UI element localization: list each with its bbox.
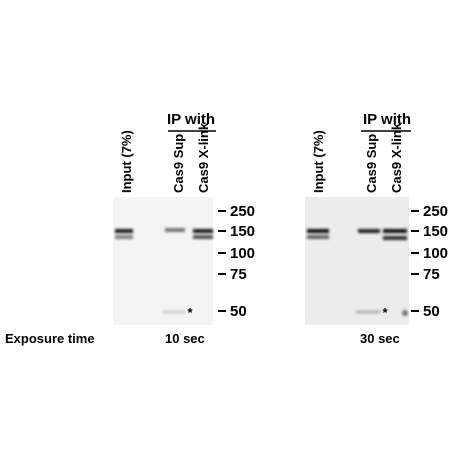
asterisk: * <box>382 305 388 320</box>
marker-label: 100 <box>423 245 448 262</box>
marker-label: 250 <box>423 203 448 220</box>
band <box>193 235 213 239</box>
lane-label: Cas9 X-link <box>196 122 211 193</box>
marker-label: 150 <box>423 223 448 240</box>
exposure-time: 10 sec <box>165 331 205 346</box>
panel-header: IP with <box>363 111 411 128</box>
lane-label: Cas9 X-link <box>389 122 404 193</box>
band <box>193 229 213 233</box>
band <box>383 229 407 233</box>
marker-label: 150 <box>230 223 255 240</box>
lane-label: Input (7%) <box>311 130 326 193</box>
band <box>358 229 380 233</box>
band <box>115 235 133 239</box>
marker-label: 50 <box>423 303 440 320</box>
exposure-label: Exposure time <box>5 331 95 346</box>
exposure-time: 30 sec <box>360 331 400 346</box>
marker-label: 50 <box>230 303 247 320</box>
lane-label: Cas9 Sup <box>364 134 379 193</box>
band <box>165 228 185 232</box>
marker-label: 75 <box>423 266 440 283</box>
band <box>307 235 329 239</box>
spot <box>402 310 408 316</box>
band <box>383 236 407 240</box>
marker-label: 250 <box>230 203 255 220</box>
band <box>307 229 329 233</box>
marker-label: 100 <box>230 245 255 262</box>
asterisk: * <box>187 305 193 320</box>
blot <box>305 197 409 325</box>
lane-label: Input (7%) <box>119 130 134 193</box>
band <box>356 310 380 314</box>
blot <box>113 197 213 325</box>
band <box>115 229 133 233</box>
band <box>163 310 185 314</box>
panel-header: IP with <box>167 111 215 128</box>
lane-label: Cas9 Sup <box>171 134 186 193</box>
marker-label: 75 <box>230 266 247 283</box>
